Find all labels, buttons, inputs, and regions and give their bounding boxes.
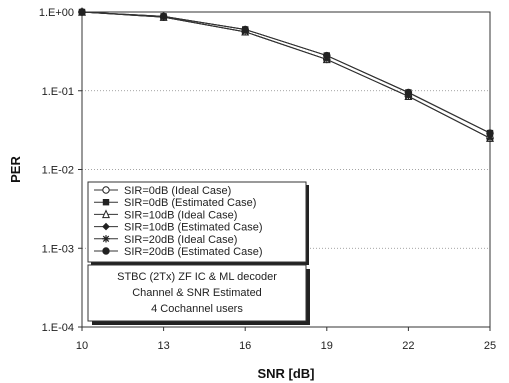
- legend-marker: [102, 222, 110, 231]
- data-point: [78, 8, 86, 16]
- y-tick-label: 1.E+00: [39, 7, 74, 19]
- x-axis-title: SNR [dB]: [257, 366, 314, 381]
- y-axis-ticks: 1.E+00 1.E-01 1.E-02 1.E-03 1.E-04: [39, 7, 82, 334]
- x-tick-label: 10: [76, 340, 88, 352]
- x-tick-label: 25: [484, 340, 496, 352]
- series-line: [81, 11, 491, 134]
- legend: SIR=0dB (Ideal Case)SIR=0dB (Estimated C…: [87, 181, 309, 265]
- legend-entry: SIR=10dB (Estimated Case): [124, 222, 262, 234]
- annotation-line: STBC (2Tx) ZF IC & ML decoder: [117, 271, 277, 283]
- y-tick-label: 1.E-01: [42, 86, 74, 98]
- x-tick-label: 16: [239, 340, 251, 352]
- y-tick-label: 1.E-03: [42, 243, 74, 255]
- y-tick-label: 1.E-04: [42, 322, 74, 334]
- x-tick-label: 22: [402, 340, 414, 352]
- legend-entry: SIR=10dB (Ideal Case): [124, 209, 237, 221]
- x-tick-label: 19: [321, 340, 333, 352]
- data-point: [404, 88, 413, 97]
- data-point: [159, 12, 168, 21]
- annotation-box: STBC (2Tx) ZF IC & ML decoder Channel & S…: [87, 264, 310, 325]
- data-point: [486, 129, 494, 137]
- legend-marker: [102, 235, 110, 243]
- data-point: [323, 51, 331, 60]
- y-tick-label: 1.E-02: [42, 165, 74, 177]
- legend-entry: SIR=20dB (Estimated Case): [124, 246, 262, 258]
- x-axis-ticks: 10 13 16 19 22 25: [76, 327, 496, 352]
- x-tick-label: 13: [157, 340, 169, 352]
- legend-entry: SIR=0dB (Estimated Case): [124, 197, 256, 209]
- series-markers: [78, 6, 494, 142]
- legend-marker: [102, 209, 110, 219]
- annotation-line: 4 Cochannel users: [151, 303, 243, 315]
- legend-entry: SIR=20dB (Ideal Case): [124, 234, 237, 246]
- annotation-line: Channel & SNR Estimated: [132, 287, 262, 299]
- legend-frame: [87, 181, 307, 263]
- series-lines: [81, 11, 491, 139]
- data-point: [241, 25, 249, 34]
- legend-marker: [102, 199, 110, 206]
- legend-entry: SIR=0dB (Ideal Case): [124, 185, 231, 197]
- y-axis-title: PER: [8, 156, 23, 183]
- series-line: [81, 11, 491, 139]
- annotation-frame: [87, 264, 307, 322]
- legend-marker: [102, 247, 110, 255]
- legend-marker: [102, 186, 110, 194]
